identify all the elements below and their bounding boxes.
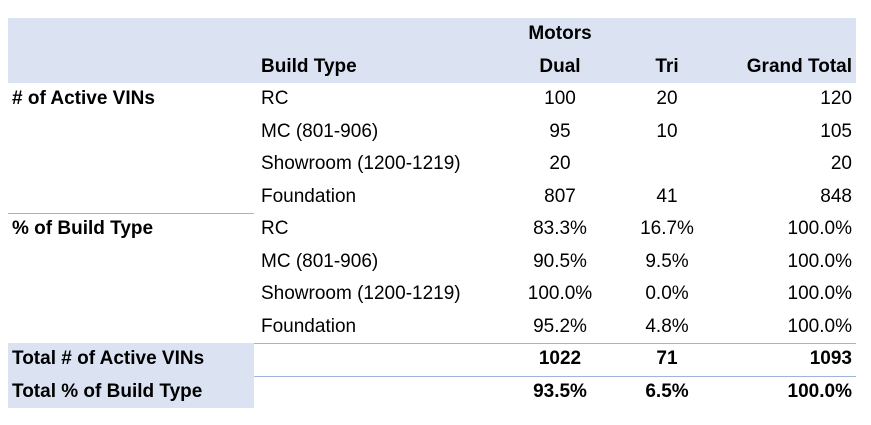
total-cell[interactable]: 100.0% xyxy=(787,218,852,240)
table-row: Foundation 95.2% 4.8% 100.0% xyxy=(8,311,856,344)
header-background xyxy=(8,18,856,83)
total-tri-cell[interactable]: 6.5% xyxy=(645,380,689,402)
total-divider xyxy=(8,375,856,377)
table-row: Foundation 807 41 848 xyxy=(8,181,856,214)
dual-header[interactable]: Dual xyxy=(539,55,581,77)
total-cell[interactable]: 100.0% xyxy=(787,250,852,272)
total-cell[interactable]: 848 xyxy=(820,185,852,207)
tri-cell[interactable]: 41 xyxy=(656,185,678,207)
tri-cell[interactable]: 16.7% xyxy=(640,218,694,240)
motors-header[interactable]: Motors xyxy=(528,23,592,45)
total-grand-cell[interactable]: 100.0% xyxy=(787,380,852,402)
build-type-cell[interactable]: Foundation xyxy=(261,315,357,337)
dual-cell[interactable]: 807 xyxy=(544,185,576,207)
tri-cell[interactable]: 10 xyxy=(656,120,678,142)
dual-cell[interactable]: 95 xyxy=(549,120,571,142)
build-type-cell[interactable]: Showroom (1200-1219) xyxy=(261,153,461,175)
total-row: Total # of Active VINs 1022 71 1093 xyxy=(8,343,856,376)
table-row: Showroom (1200-1219) 20 20 xyxy=(8,148,856,181)
dual-cell[interactable]: 20 xyxy=(549,153,571,175)
total-row: Total % of Build Type 93.5% 6.5% 100.0% xyxy=(8,375,856,408)
pivot-table: Motors Build Type Dual Tri Grand Total #… xyxy=(8,18,856,408)
build-type-header[interactable]: Build Type xyxy=(261,55,357,77)
header-row-columns: Build Type Dual Tri Grand Total xyxy=(8,51,856,84)
build-type-cell[interactable]: Showroom (1200-1219) xyxy=(261,283,461,305)
group-divider xyxy=(8,213,254,214)
dual-cell[interactable]: 90.5% xyxy=(533,250,587,272)
tri-cell[interactable]: 4.8% xyxy=(645,315,689,337)
group-label[interactable]: % of Build Type xyxy=(12,218,154,240)
dual-cell[interactable]: 100 xyxy=(544,88,576,110)
total-cell[interactable]: 100.0% xyxy=(787,315,852,337)
dual-cell[interactable]: 100.0% xyxy=(527,283,593,305)
total-grand-cell[interactable]: 1093 xyxy=(809,348,852,370)
build-type-cell[interactable]: MC (801-906) xyxy=(261,120,379,142)
table-row: % of Build Type RC 83.3% 16.7% 100.0% xyxy=(8,213,856,246)
table-row: MC (801-906) 90.5% 9.5% 100.0% xyxy=(8,246,856,279)
tri-header[interactable]: Tri xyxy=(655,55,679,77)
total-cell[interactable]: 120 xyxy=(820,88,852,110)
table-row: Showroom (1200-1219) 100.0% 0.0% 100.0% xyxy=(8,278,856,311)
total-label[interactable]: Total # of Active VINs xyxy=(8,343,254,376)
tri-cell[interactable]: 0.0% xyxy=(645,283,689,305)
tri-cell[interactable] xyxy=(602,148,732,181)
header-row-motors: Motors xyxy=(8,18,856,51)
table-row: # of Active VINs RC 100 20 120 xyxy=(8,83,856,116)
table-row: MC (801-906) 95 10 105 xyxy=(8,116,856,149)
total-dual-cell[interactable]: 1022 xyxy=(538,348,582,370)
build-type-cell[interactable]: RC xyxy=(261,88,289,110)
build-type-cell[interactable]: MC (801-906) xyxy=(261,250,379,272)
total-label[interactable]: Total % of Build Type xyxy=(8,375,254,408)
total-divider xyxy=(8,343,856,344)
total-cell[interactable]: 100.0% xyxy=(787,283,852,305)
total-dual-cell[interactable]: 93.5% xyxy=(533,380,587,402)
total-cell[interactable]: 105 xyxy=(820,120,852,142)
dual-cell[interactable]: 95.2% xyxy=(533,315,587,337)
build-type-cell[interactable]: Foundation xyxy=(261,185,357,207)
total-cell[interactable]: 20 xyxy=(830,153,852,175)
grand-total-header[interactable]: Grand Total xyxy=(746,55,852,77)
total-tri-cell[interactable]: 71 xyxy=(656,348,678,370)
build-type-cell[interactable]: RC xyxy=(261,218,289,240)
tri-cell[interactable]: 20 xyxy=(656,88,678,110)
tri-cell[interactable]: 9.5% xyxy=(645,250,689,272)
dual-cell[interactable]: 83.3% xyxy=(533,218,587,240)
group-label[interactable]: # of Active VINs xyxy=(12,88,155,110)
